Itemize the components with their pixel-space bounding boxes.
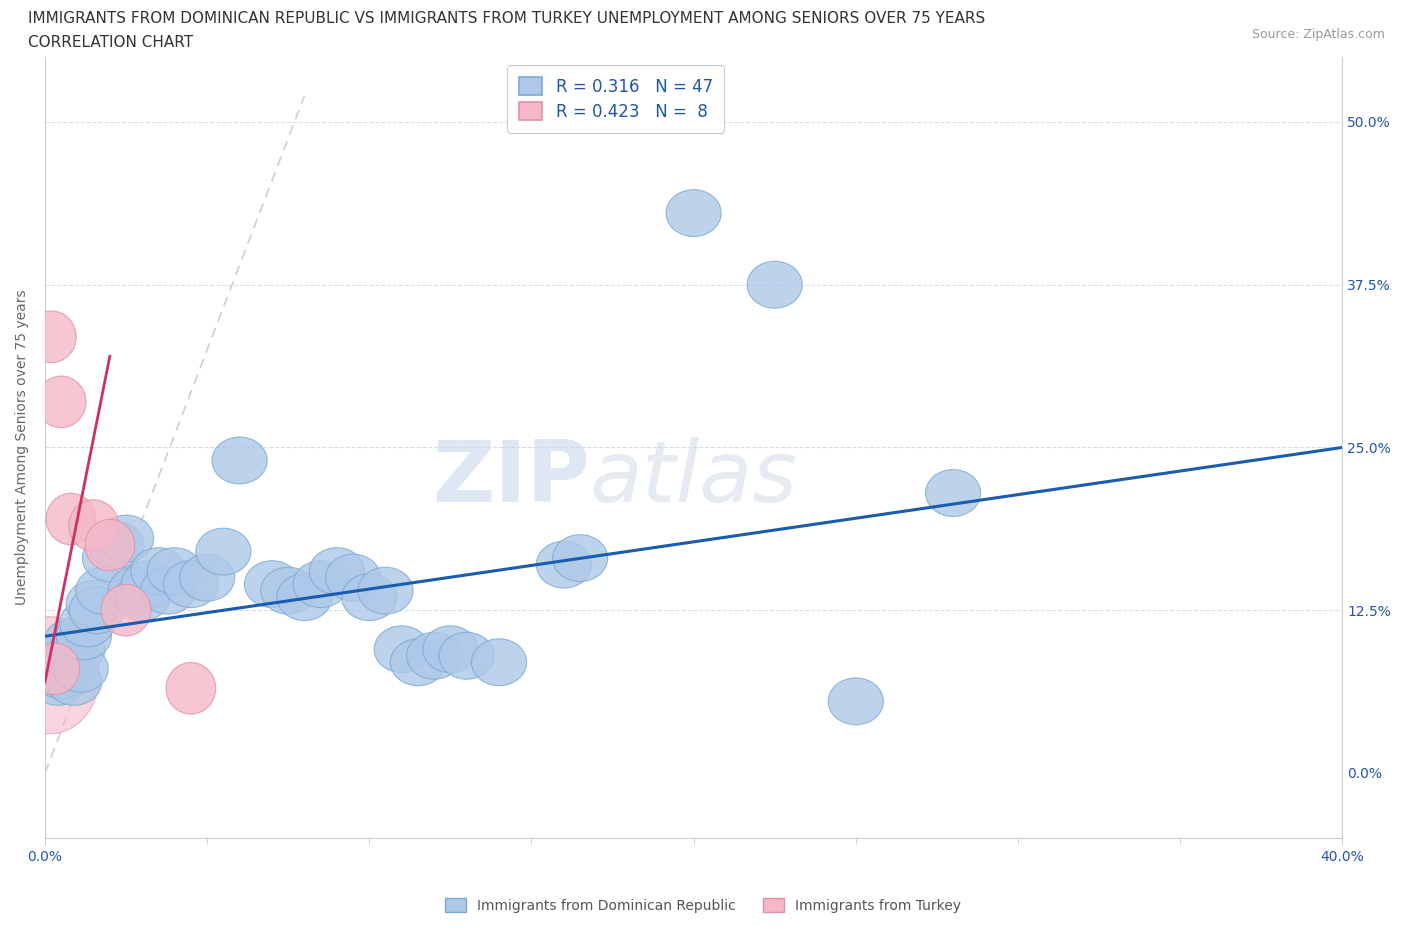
Ellipse shape <box>180 554 235 601</box>
Ellipse shape <box>53 645 108 692</box>
Text: ZIP: ZIP <box>432 437 591 520</box>
Ellipse shape <box>121 561 176 607</box>
Ellipse shape <box>49 626 105 672</box>
Ellipse shape <box>553 535 607 581</box>
Ellipse shape <box>212 437 267 484</box>
Ellipse shape <box>46 658 101 705</box>
Ellipse shape <box>359 567 413 614</box>
Text: CORRELATION CHART: CORRELATION CHART <box>28 35 193 50</box>
Ellipse shape <box>374 626 429 672</box>
Ellipse shape <box>292 561 349 607</box>
Ellipse shape <box>34 652 89 698</box>
Ellipse shape <box>66 580 121 627</box>
Ellipse shape <box>98 515 153 562</box>
Ellipse shape <box>76 567 131 614</box>
Y-axis label: Unemployment Among Seniors over 75 years: Unemployment Among Seniors over 75 years <box>15 289 30 605</box>
Legend: Immigrants from Dominican Republic, Immigrants from Turkey: Immigrants from Dominican Republic, Immi… <box>439 893 967 919</box>
Ellipse shape <box>44 619 98 666</box>
Ellipse shape <box>89 522 143 568</box>
Ellipse shape <box>163 561 218 607</box>
Ellipse shape <box>37 376 86 428</box>
Ellipse shape <box>326 554 381 601</box>
Ellipse shape <box>0 617 100 734</box>
Ellipse shape <box>277 574 332 620</box>
Text: Source: ZipAtlas.com: Source: ZipAtlas.com <box>1251 28 1385 41</box>
Ellipse shape <box>37 632 91 679</box>
Ellipse shape <box>41 639 96 685</box>
Ellipse shape <box>83 535 138 581</box>
Ellipse shape <box>828 678 883 724</box>
Ellipse shape <box>666 190 721 236</box>
Ellipse shape <box>925 470 980 516</box>
Ellipse shape <box>423 626 478 672</box>
Ellipse shape <box>471 639 527 685</box>
Ellipse shape <box>30 643 80 695</box>
Ellipse shape <box>536 541 592 588</box>
Ellipse shape <box>101 584 150 636</box>
Ellipse shape <box>391 639 446 685</box>
Ellipse shape <box>439 632 494 679</box>
Ellipse shape <box>747 261 803 308</box>
Ellipse shape <box>195 528 250 575</box>
Ellipse shape <box>131 548 186 594</box>
Ellipse shape <box>342 574 396 620</box>
Ellipse shape <box>260 567 316 614</box>
Ellipse shape <box>84 519 135 571</box>
Ellipse shape <box>59 600 115 646</box>
Ellipse shape <box>309 548 364 594</box>
Ellipse shape <box>56 613 111 659</box>
Ellipse shape <box>46 493 96 545</box>
Ellipse shape <box>108 567 163 614</box>
Ellipse shape <box>27 311 76 363</box>
Ellipse shape <box>141 567 195 614</box>
Text: IMMIGRANTS FROM DOMINICAN REPUBLIC VS IMMIGRANTS FROM TURKEY UNEMPLOYMENT AMONG : IMMIGRANTS FROM DOMINICAN REPUBLIC VS IM… <box>28 11 986 26</box>
Legend: R = 0.316   N = 47, R = 0.423   N =  8: R = 0.316 N = 47, R = 0.423 N = 8 <box>508 65 724 132</box>
Ellipse shape <box>69 499 118 551</box>
Ellipse shape <box>245 561 299 607</box>
Text: atlas: atlas <box>591 437 797 520</box>
Ellipse shape <box>166 662 215 714</box>
Ellipse shape <box>115 574 170 620</box>
Ellipse shape <box>69 587 125 633</box>
Ellipse shape <box>27 645 83 692</box>
Ellipse shape <box>148 548 202 594</box>
Ellipse shape <box>31 658 86 705</box>
Ellipse shape <box>406 632 461 679</box>
